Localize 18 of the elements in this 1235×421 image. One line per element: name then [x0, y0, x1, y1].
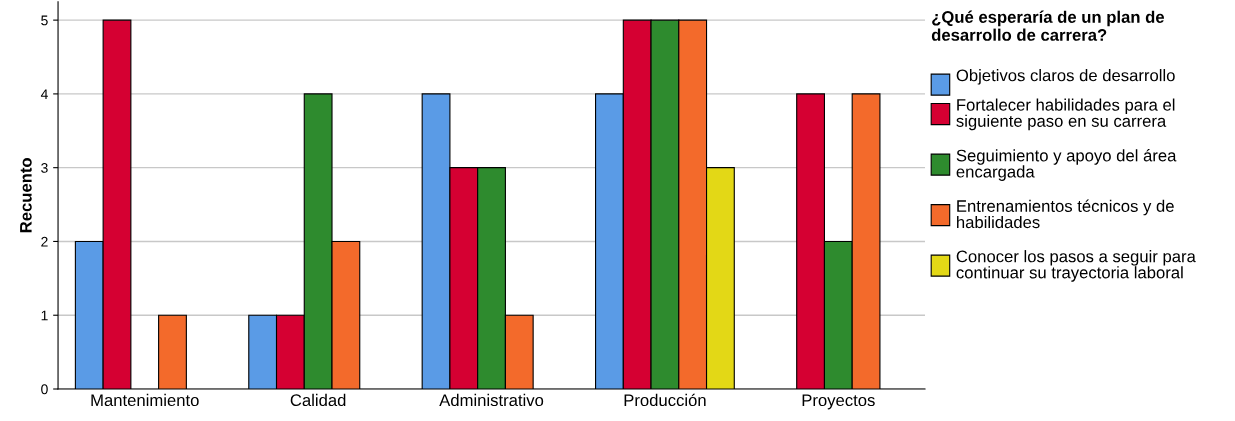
legend-label: Objetivos claros de desarrollo [956, 69, 1175, 85]
y-tick-label: 5 [41, 15, 48, 26]
y-tick-label: 4 [40, 89, 48, 99]
legend-label: Seguimiento y apoyo del área encargada [956, 149, 1177, 181]
x-tick-label: Administrativo [439, 393, 544, 407]
y-tick-label: 1 [41, 310, 48, 321]
y-tick-label: 2 [41, 236, 48, 247]
y-tick-label: 0 [41, 384, 48, 395]
legend-title: ¿Qué esperaría de un plan de desarrollo de carrera? [931, 10, 1165, 41]
legend-label: Fortalecer habilidades para el siguiente paso en su carrera [956, 98, 1175, 131]
x-tick-label: Proyectos [802, 394, 875, 410]
y-tick-label: 3 [41, 163, 48, 173]
x-tick-label: Calidad [290, 393, 346, 407]
y-axis-title: Recuento [20, 158, 32, 233]
x-tick-label: Producción [624, 393, 706, 407]
x-tick-label: Mantenimiento [91, 393, 199, 407]
legend-label: Entrenamientos técnicos y de habilidades [957, 199, 1174, 229]
legend-label: Conocer los pasos a seguir para continuar su trayectoria laboral [956, 250, 1196, 282]
